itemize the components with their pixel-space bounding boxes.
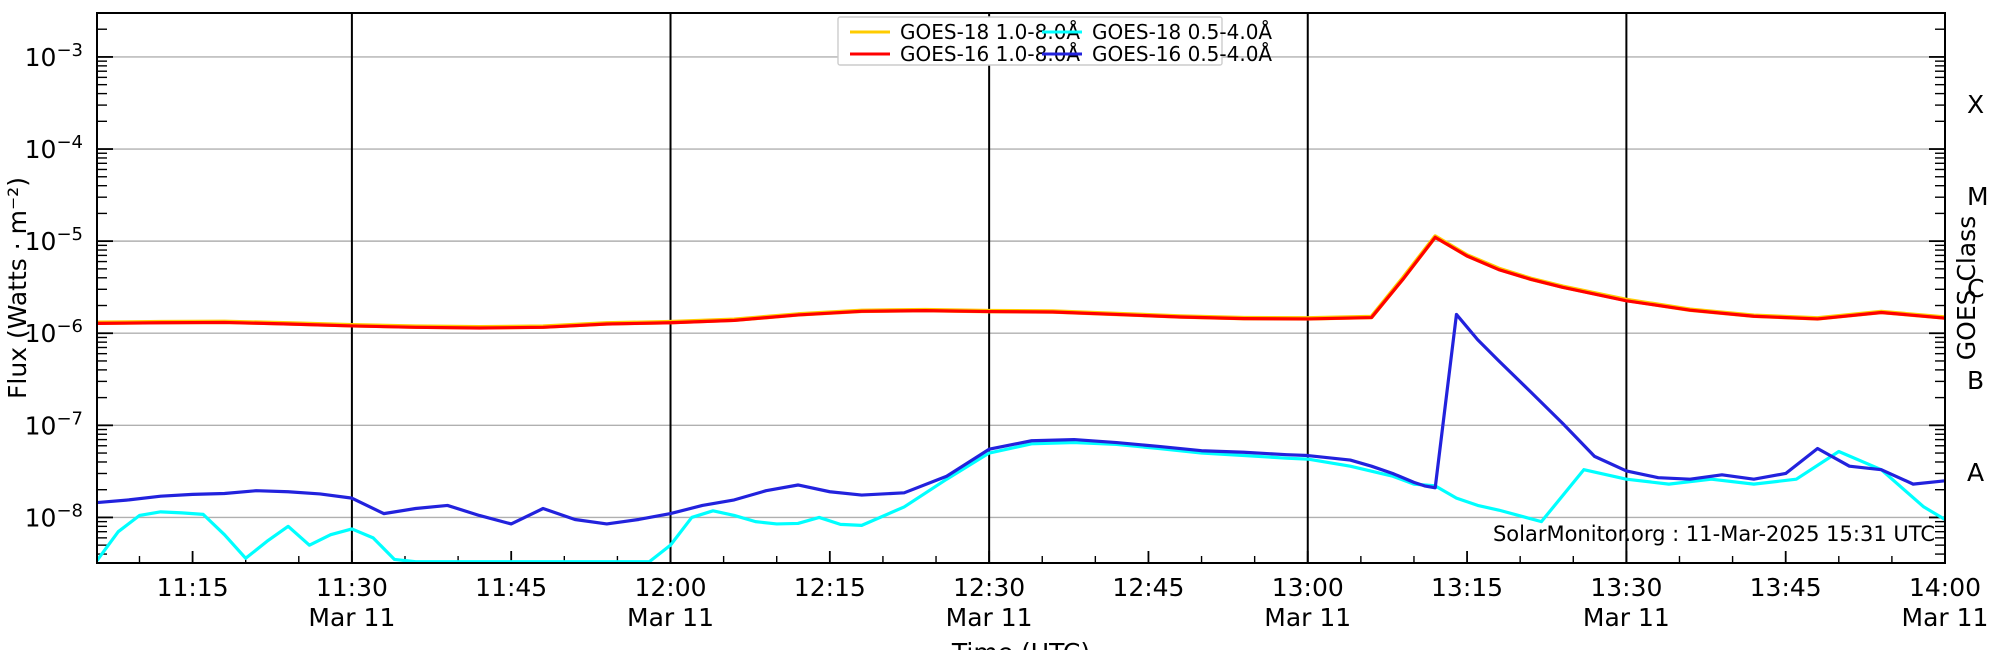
series-line-0 bbox=[97, 234, 1945, 330]
ytick-label: 10−8 bbox=[25, 500, 83, 532]
xtick-label: 14:00 bbox=[1909, 573, 1981, 602]
ytick-label: 10−5 bbox=[25, 224, 83, 256]
goes-class-label-X: X bbox=[1967, 90, 1984, 119]
xtick-label: 13:00 bbox=[1272, 573, 1344, 602]
legend-label-1: GOES-18 0.5-4.0Å bbox=[1092, 20, 1272, 44]
goes-class-label-A: A bbox=[1967, 458, 1984, 487]
plot-frame bbox=[96, 12, 1946, 564]
xtick-label: 11:15 bbox=[157, 573, 229, 602]
series-line-1 bbox=[97, 235, 1945, 330]
series-line-2 bbox=[97, 440, 1945, 563]
xtick-label: 12:00 bbox=[634, 573, 706, 602]
y-axis-title: Flux (Watts · m⁻²) bbox=[3, 177, 32, 399]
xtick-sublabel: Mar 11 bbox=[308, 603, 395, 632]
watermark-text: SolarMonitor.org : 11-Mar-2025 15:31 UTC bbox=[1493, 522, 1935, 546]
y2-axis-title: GOES Class bbox=[1952, 216, 1981, 360]
xtick-sublabel: Mar 11 bbox=[946, 603, 1033, 632]
xtick-label: 12:30 bbox=[953, 573, 1025, 602]
xtick-label: 11:45 bbox=[475, 573, 547, 602]
xtick-label: 13:45 bbox=[1750, 573, 1822, 602]
goes-class-label-M: M bbox=[1967, 182, 1989, 211]
xtick-sublabel: Mar 11 bbox=[1583, 603, 1670, 632]
series-line-3 bbox=[97, 312, 1945, 526]
ytick-label: 10−4 bbox=[25, 132, 83, 164]
xtick-sublabel: Mar 11 bbox=[1264, 603, 1351, 632]
legend-label-3: GOES-16 0.5-4.0Å bbox=[1092, 42, 1272, 66]
xtick-label: 13:30 bbox=[1590, 573, 1662, 602]
xtick-label: 12:45 bbox=[1112, 573, 1184, 602]
xtick-sublabel: Mar 11 bbox=[1902, 603, 1989, 632]
ytick-label: 10−3 bbox=[25, 40, 83, 72]
x-axis-title: Time (UTC) bbox=[951, 638, 1090, 650]
ytick-label: 10−7 bbox=[25, 408, 83, 440]
goes-class-label-B: B bbox=[1967, 366, 1984, 395]
ytick-label: 10−6 bbox=[25, 316, 83, 348]
xtick-label: 11:30 bbox=[316, 573, 388, 602]
goes-class-label-C: C bbox=[1967, 274, 1984, 303]
legend-box bbox=[837, 16, 1223, 66]
xtick-label: 12:15 bbox=[794, 573, 866, 602]
xtick-label: 13:15 bbox=[1431, 573, 1503, 602]
xtick-sublabel: Mar 11 bbox=[627, 603, 714, 632]
